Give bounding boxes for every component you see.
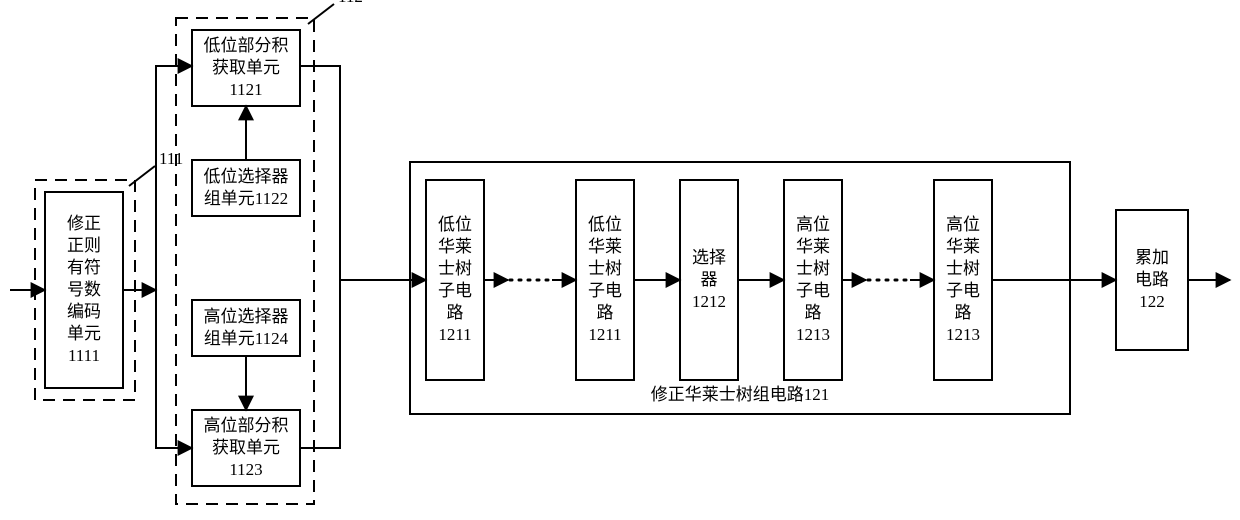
svg-text:1211: 1211	[438, 325, 471, 344]
svg-text:修正: 修正	[67, 214, 101, 233]
svg-text:子电: 子电	[796, 281, 830, 300]
svg-text:高位: 高位	[796, 215, 830, 234]
svg-text:子电: 子电	[438, 281, 472, 300]
arrow-3	[156, 290, 192, 448]
svg-text:路: 路	[597, 303, 614, 322]
svg-text:子电: 子电	[946, 281, 980, 300]
svg-text:正则: 正则	[67, 236, 101, 255]
arrow-6	[300, 66, 426, 280]
svg-text:1121: 1121	[229, 80, 262, 99]
group-label-g111: 111	[159, 149, 183, 168]
leader-g111	[129, 166, 155, 186]
arrow-2	[156, 66, 192, 290]
svg-text:122: 122	[1139, 292, 1165, 311]
node-w1b	[576, 180, 634, 380]
svg-text:子电: 子电	[588, 281, 622, 300]
svg-text:获取单元: 获取单元	[212, 58, 280, 77]
svg-text:获取单元: 获取单元	[212, 438, 280, 457]
svg-text:士树: 士树	[796, 259, 830, 278]
svg-text:累加: 累加	[1135, 248, 1169, 267]
svg-text:组单元1122: 组单元1122	[204, 189, 288, 208]
svg-text:电路: 电路	[1135, 270, 1169, 289]
svg-text:号数: 号数	[67, 280, 101, 299]
svg-text:单元: 单元	[67, 324, 101, 343]
group-label-g112: 112	[338, 0, 363, 6]
svg-text:高位: 高位	[946, 215, 980, 234]
node-w2a	[784, 180, 842, 380]
svg-text:1213: 1213	[796, 325, 830, 344]
svg-text:高位选择器: 高位选择器	[204, 307, 289, 326]
svg-text:选择: 选择	[692, 248, 726, 267]
svg-text:高位部分积: 高位部分积	[204, 416, 289, 435]
svg-text:路: 路	[955, 303, 972, 322]
svg-text:1213: 1213	[946, 325, 980, 344]
node-acc-label: 累加电路 122	[1135, 248, 1169, 311]
svg-text:华莱: 华莱	[796, 237, 830, 256]
svg-text:器: 器	[701, 270, 718, 289]
svg-text:有符: 有符	[67, 258, 101, 277]
svg-text:华莱: 华莱	[588, 237, 622, 256]
svg-text:低位选择器: 低位选择器	[204, 167, 289, 186]
svg-text:华莱: 华莱	[438, 237, 472, 256]
svg-text:1212: 1212	[692, 292, 726, 311]
svg-text:士树: 士树	[946, 259, 980, 278]
svg-text:1211: 1211	[588, 325, 621, 344]
node-n1111-label: 修正正则有符号数编码单元 1111	[67, 214, 101, 365]
svg-text:编码: 编码	[67, 302, 101, 321]
svg-text:低位部分积: 低位部分积	[204, 36, 289, 55]
svg-text:低位: 低位	[438, 215, 472, 234]
svg-text:组单元1124: 组单元1124	[204, 329, 289, 348]
svg-text:士树: 士树	[438, 259, 472, 278]
svg-text:华莱: 华莱	[946, 237, 980, 256]
node-w2b	[934, 180, 992, 380]
svg-text:1123: 1123	[229, 460, 262, 479]
svg-text:士树: 士树	[588, 259, 622, 278]
svg-text:路: 路	[447, 303, 464, 322]
leader-g112	[308, 4, 334, 24]
node-w1a	[426, 180, 484, 380]
svg-text:路: 路	[805, 303, 822, 322]
svg-text:1111: 1111	[68, 346, 100, 365]
line-7	[300, 280, 340, 448]
container-121-caption: 修正华莱士树组电路121	[651, 385, 830, 404]
block-diagram: 111 112 修正华莱士树组电路121 修正正则有符号数编码单元 1111 低位部分积获…	[0, 0, 1240, 520]
svg-text:低位: 低位	[588, 215, 622, 234]
